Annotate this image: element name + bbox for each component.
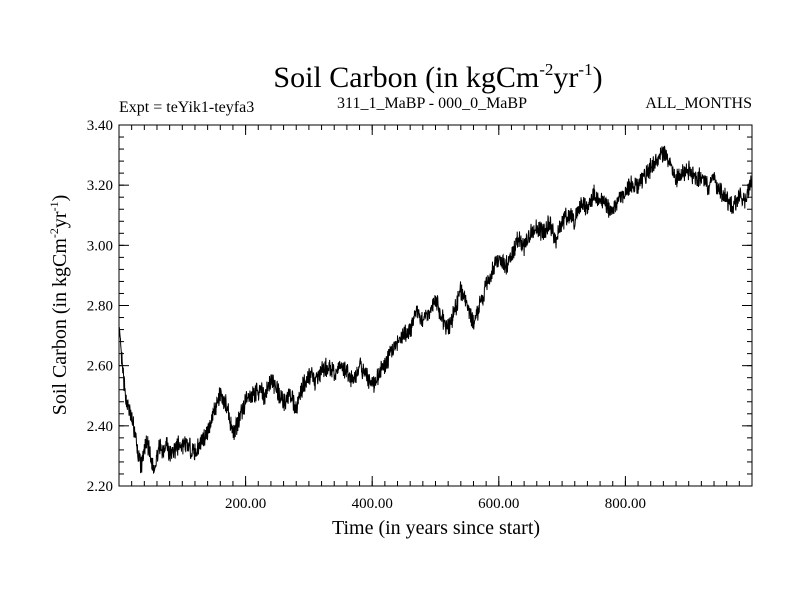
tick-labels: 200.00 400.00 600.00 800.00 2.20 2.40 2.60 2.80… <box>87 118 646 512</box>
time-range-label: 311_1_MaBP - 000_0_MaBP <box>337 95 527 112</box>
y-tick-label: 2.80 <box>87 299 113 315</box>
y-tick-label: 3.20 <box>87 178 113 194</box>
y-axis-label: Soil Carbon (in kgCm-2yr-1) <box>47 195 71 416</box>
x-tick-label: 600.00 <box>478 496 519 512</box>
x-tick-label: 400.00 <box>352 496 393 512</box>
experiment-label: Expt = teYik1-teyfa3 <box>119 99 254 116</box>
y-tick-label: 3.40 <box>87 118 113 134</box>
chart-title: Soil Carbon (in kgCm-2yr-1) <box>273 60 602 94</box>
x-tick-label: 200.00 <box>225 496 266 512</box>
x-axis-label: Time (in years since start) <box>332 517 540 539</box>
y-tick-label: 2.60 <box>87 359 113 375</box>
y-tick-label: 3.00 <box>87 238 113 254</box>
y-tick-label: 2.40 <box>87 419 113 435</box>
y-tick-label: 2.20 <box>87 479 113 495</box>
months-label: ALL_MONTHS <box>645 95 752 112</box>
axis-ticks <box>118 124 753 487</box>
x-tick-label: 800.00 <box>605 496 646 512</box>
data-line <box>118 145 753 474</box>
